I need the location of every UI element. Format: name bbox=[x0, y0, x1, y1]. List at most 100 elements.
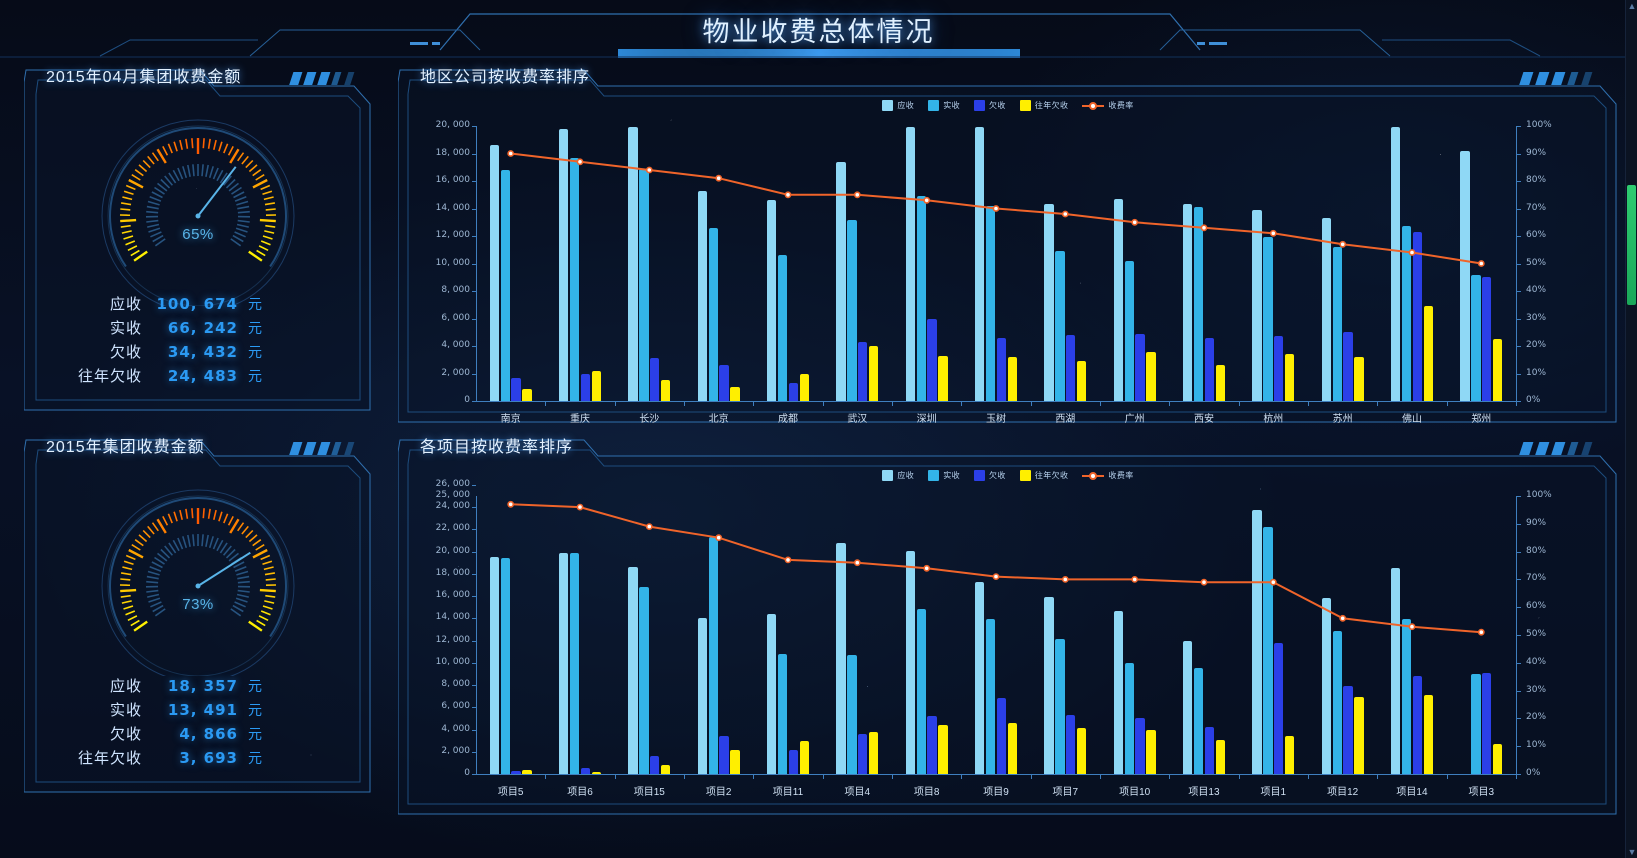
bar-prior-arrears[interactable] bbox=[799, 373, 809, 401]
bar-arrears[interactable] bbox=[719, 365, 729, 401]
chart-project-plot[interactable]: 0 2, 000 4, 000 6, 000 8, 000 10, 000 12, 000 1… bbox=[398, 460, 1618, 816]
bar-received[interactable] bbox=[1401, 619, 1412, 774]
bar-arrears[interactable] bbox=[1274, 336, 1284, 401]
bar-arrears[interactable] bbox=[1412, 676, 1423, 774]
bar-received[interactable] bbox=[708, 537, 718, 774]
bar-receivable[interactable] bbox=[905, 550, 916, 774]
bar-received[interactable] bbox=[500, 558, 510, 774]
bar-arrears[interactable] bbox=[996, 698, 1007, 774]
bar-receivable[interactable] bbox=[975, 127, 985, 401]
bar-receivable[interactable] bbox=[836, 161, 846, 401]
bar-receivable[interactable] bbox=[1044, 597, 1054, 774]
bar-arrears[interactable] bbox=[511, 377, 521, 401]
bar-prior-arrears[interactable] bbox=[1215, 739, 1225, 774]
bar-arrears[interactable] bbox=[650, 756, 660, 774]
bar-receivable[interactable] bbox=[697, 618, 708, 774]
bar-prior-arrears[interactable] bbox=[938, 725, 948, 774]
bar-received[interactable] bbox=[916, 196, 926, 401]
legend-item-rate[interactable]: 收费率 bbox=[1082, 100, 1133, 111]
page-scrollbar[interactable]: ▲ ▼ bbox=[1625, 0, 1637, 858]
legend-item-receivable[interactable]: 应收 bbox=[882, 100, 914, 111]
bar-received[interactable] bbox=[1332, 630, 1342, 774]
bar-receivable[interactable] bbox=[559, 128, 569, 401]
bar-arrears[interactable] bbox=[1066, 335, 1076, 401]
legend-item-receivable[interactable]: 应收 bbox=[882, 470, 914, 481]
bar-received[interactable] bbox=[1055, 251, 1065, 401]
legend-item-rate[interactable]: 收费率 bbox=[1082, 470, 1133, 481]
bar-prior-arrears[interactable] bbox=[1146, 729, 1156, 774]
chart-region-plot[interactable]: 0 2, 000 4, 000 6, 000 8, 000 10, 000 12, 000 1… bbox=[398, 90, 1618, 425]
bar-arrears[interactable] bbox=[1274, 642, 1284, 774]
bar-received[interactable] bbox=[777, 255, 788, 401]
bar-prior-arrears[interactable] bbox=[730, 749, 740, 774]
legend-item-prior-arrears[interactable]: 往年欠收 bbox=[1019, 470, 1069, 481]
bar-received[interactable] bbox=[985, 619, 996, 774]
bar-receivable[interactable] bbox=[1113, 198, 1124, 401]
bar-arrears[interactable] bbox=[858, 341, 868, 401]
bar-receivable[interactable] bbox=[1113, 610, 1124, 774]
bar-prior-arrears[interactable] bbox=[1076, 361, 1087, 401]
bar-arrears[interactable] bbox=[788, 749, 799, 774]
bar-arrears[interactable] bbox=[1135, 718, 1145, 774]
bar-receivable[interactable] bbox=[1391, 127, 1401, 401]
bar-prior-arrears[interactable] bbox=[591, 370, 601, 401]
bar-prior-arrears[interactable] bbox=[1354, 697, 1364, 774]
bar-arrears[interactable] bbox=[1204, 337, 1215, 401]
bar-arrears[interactable] bbox=[927, 716, 937, 774]
bar-received[interactable] bbox=[985, 205, 996, 401]
bar-prior-arrears[interactable] bbox=[522, 388, 532, 401]
bar-received[interactable] bbox=[1332, 247, 1342, 401]
bar-prior-arrears[interactable] bbox=[730, 387, 740, 401]
bar-prior-arrears[interactable] bbox=[1007, 722, 1017, 774]
legend-item-arrears[interactable]: 欠收 bbox=[974, 100, 1006, 111]
bar-received[interactable] bbox=[1124, 662, 1134, 774]
bar-received[interactable] bbox=[1263, 527, 1273, 774]
bar-receivable[interactable] bbox=[628, 127, 638, 401]
bar-prior-arrears[interactable] bbox=[868, 731, 879, 774]
bar-receivable[interactable] bbox=[836, 542, 846, 774]
bar-receivable[interactable] bbox=[767, 613, 777, 774]
bar-prior-arrears[interactable] bbox=[1146, 351, 1156, 401]
legend-item-received[interactable]: 实收 bbox=[928, 470, 960, 481]
bar-prior-arrears[interactable] bbox=[1492, 339, 1503, 401]
bar-arrears[interactable] bbox=[511, 770, 521, 774]
bar-arrears[interactable] bbox=[1482, 277, 1492, 401]
bar-receivable[interactable] bbox=[975, 581, 985, 774]
bar-prior-arrears[interactable] bbox=[591, 771, 601, 774]
bar-received[interactable] bbox=[708, 227, 718, 401]
bar-arrears[interactable] bbox=[1135, 333, 1145, 401]
bar-received[interactable] bbox=[1471, 274, 1481, 401]
legend-item-arrears[interactable]: 欠收 bbox=[974, 470, 1006, 481]
scroll-up-arrow-icon[interactable]: ▲ bbox=[1627, 1, 1637, 11]
bar-arrears[interactable] bbox=[788, 383, 799, 401]
bar-receivable[interactable] bbox=[1460, 150, 1470, 401]
legend-item-prior-arrears[interactable]: 往年欠收 bbox=[1019, 100, 1069, 111]
bar-arrears[interactable] bbox=[1343, 686, 1353, 774]
bar-arrears[interactable] bbox=[1204, 727, 1215, 774]
bar-receivable[interactable] bbox=[489, 145, 500, 401]
bar-received[interactable] bbox=[847, 219, 857, 401]
bar-receivable[interactable] bbox=[1183, 204, 1193, 401]
bar-receivable[interactable] bbox=[1252, 209, 1262, 401]
bar-received[interactable] bbox=[916, 609, 926, 774]
bar-received[interactable] bbox=[777, 653, 788, 774]
bar-arrears[interactable] bbox=[580, 373, 591, 401]
bar-receivable[interactable] bbox=[1252, 510, 1262, 774]
bar-received[interactable] bbox=[569, 552, 580, 774]
bar-receivable[interactable] bbox=[1183, 640, 1193, 774]
bar-prior-arrears[interactable] bbox=[522, 769, 532, 774]
bar-prior-arrears[interactable] bbox=[1423, 306, 1433, 401]
bar-arrears[interactable] bbox=[1066, 715, 1076, 774]
bar-received[interactable] bbox=[1193, 207, 1204, 401]
bar-arrears[interactable] bbox=[996, 337, 1007, 401]
bar-prior-arrears[interactable] bbox=[799, 740, 809, 774]
bar-receivable[interactable] bbox=[697, 190, 708, 401]
bar-received[interactable] bbox=[1124, 260, 1134, 401]
bar-prior-arrears[interactable] bbox=[660, 380, 671, 401]
bar-arrears[interactable] bbox=[1343, 332, 1353, 401]
bar-received[interactable] bbox=[1263, 237, 1273, 401]
bar-receivable[interactable] bbox=[1321, 598, 1332, 774]
bar-received[interactable] bbox=[847, 655, 857, 774]
bar-received[interactable] bbox=[1055, 639, 1065, 774]
bar-received[interactable] bbox=[1401, 226, 1412, 401]
